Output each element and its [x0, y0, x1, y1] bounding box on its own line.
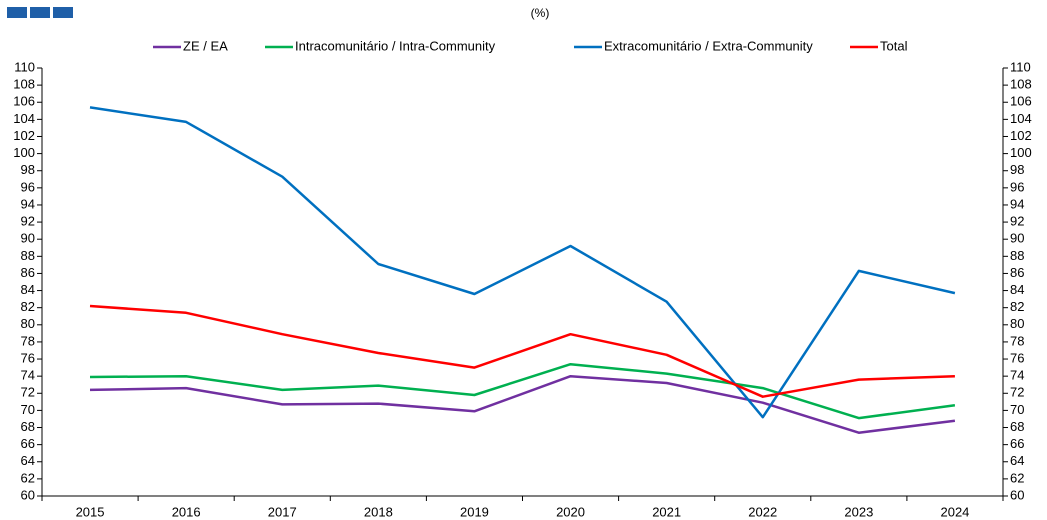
series-line: [89, 106, 956, 419]
y-tick-label: 62: [21, 470, 35, 485]
y-tick-label: 60: [21, 487, 35, 502]
y-tick-label: 80: [21, 316, 35, 331]
y2-tick-label: 100: [1010, 145, 1032, 160]
legend-label: Extracomunitário / Extra-Community: [604, 38, 813, 53]
y2-tick-label: 110: [1010, 59, 1031, 74]
y-tick-label: 108: [13, 77, 35, 92]
y-tick-label: 94: [21, 196, 35, 211]
y-tick-label: 74: [21, 368, 35, 383]
series-line: [89, 304, 955, 398]
y2-tick-label: 80: [1010, 316, 1024, 331]
legend-label: Intracomunitário / Intra-Community: [295, 38, 496, 53]
x-tick-label: 2017: [268, 504, 297, 519]
logo-block: [7, 7, 27, 18]
y2-tick-label: 70: [1010, 402, 1024, 417]
x-tick-label: 2023: [844, 504, 873, 519]
y-tick-label: 98: [21, 162, 35, 177]
y2-tick-label: 88: [1010, 248, 1024, 263]
series-line: [89, 362, 956, 420]
y2-tick-label: 96: [1010, 179, 1024, 194]
y2-tick-label: 106: [1010, 94, 1032, 109]
logo-block: [53, 7, 73, 18]
y2-tick-label: 86: [1010, 265, 1024, 280]
y2-tick-label: 94: [1010, 196, 1024, 211]
y-tick-label: 104: [13, 111, 35, 126]
y2-tick-label: 104: [1010, 111, 1032, 126]
y-tick-label: 72: [21, 385, 35, 400]
y-tick-label: 82: [21, 299, 35, 314]
x-tick-label: 2020: [556, 504, 585, 519]
legend-label: ZE / EA: [183, 38, 228, 53]
y-tick-label: 96: [21, 179, 35, 194]
y-tick-label: 76: [21, 350, 35, 365]
y2-tick-label: 108: [1010, 77, 1032, 92]
y2-tick-label: 76: [1010, 350, 1024, 365]
x-tick-label: 2019: [460, 504, 489, 519]
y-tick-label: 70: [21, 402, 35, 417]
y2-tick-label: 72: [1010, 385, 1024, 400]
y2-tick-label: 60: [1010, 487, 1024, 502]
series-line: [89, 374, 956, 434]
x-tick-label: 2024: [940, 504, 969, 519]
y2-tick-label: 84: [1010, 282, 1024, 297]
y-tick-label: 92: [21, 214, 35, 229]
y-tick-label: 64: [21, 453, 35, 468]
y-tick-label: 90: [21, 231, 35, 246]
y-tick-label: 110: [14, 59, 35, 74]
y2-tick-label: 74: [1010, 368, 1024, 383]
y-tick-label: 68: [21, 419, 35, 434]
y-tick-label: 84: [21, 282, 35, 297]
y-tick-label: 106: [13, 94, 35, 109]
y-tick-label: 66: [21, 436, 35, 451]
y2-tick-label: 90: [1010, 231, 1024, 246]
y-tick-label: 88: [21, 248, 35, 263]
x-tick-label: 2015: [76, 504, 105, 519]
x-tick-label: 2022: [748, 504, 777, 519]
y2-tick-label: 64: [1010, 453, 1024, 468]
y2-tick-label: 98: [1010, 162, 1024, 177]
logo-block: [30, 7, 50, 18]
y-tick-label: 78: [21, 333, 35, 348]
y2-tick-label: 92: [1010, 214, 1024, 229]
y2-tick-label: 68: [1010, 419, 1024, 434]
x-tick-label: 2018: [364, 504, 393, 519]
x-tick-label: 2021: [652, 504, 681, 519]
y2-tick-label: 66: [1010, 436, 1024, 451]
y2-tick-label: 82: [1010, 299, 1024, 314]
y2-tick-label: 78: [1010, 333, 1024, 348]
y-tick-label: 102: [13, 128, 35, 143]
chart-subtitle: (%): [531, 6, 550, 20]
legend-label: Total: [880, 38, 908, 53]
x-tick-label: 2016: [172, 504, 201, 519]
y-tick-label: 86: [21, 265, 35, 280]
y-tick-label: 100: [13, 145, 35, 160]
y2-tick-label: 62: [1010, 470, 1024, 485]
y2-tick-label: 102: [1010, 128, 1032, 143]
